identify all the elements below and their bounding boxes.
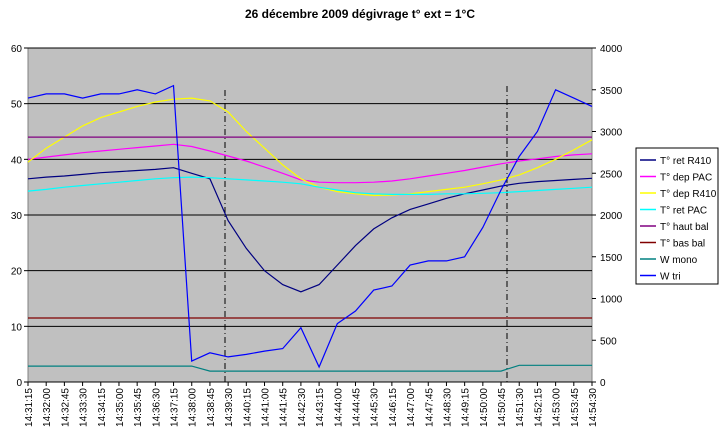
legend-label: T° ret R410 — [660, 156, 712, 167]
x-tick-label: 14:48:30 — [442, 388, 453, 427]
x-tick-label: 14:41:00 — [261, 388, 272, 427]
legend-label: T° ret PAC — [660, 206, 707, 217]
x-tick-label: 14:50:45 — [497, 388, 508, 427]
y2-tick-label: 3500 — [600, 86, 623, 97]
y2-tick-label: 500 — [600, 336, 617, 347]
x-tick-label: 14:52:15 — [533, 388, 544, 427]
legend — [635, 147, 719, 285]
y2-tick-label: 4000 — [600, 44, 623, 55]
y2-tick-label: 2000 — [600, 211, 623, 222]
series-line — [27, 84, 593, 369]
y2-tick-label: 1500 — [600, 253, 623, 264]
legend-label: T° dep PAC — [660, 173, 712, 184]
series-line — [27, 176, 593, 195]
y-tick-label: 50 — [11, 100, 23, 111]
x-tick-label: 14:35:00 — [115, 388, 126, 427]
x-tick-label: 14:31:15 — [24, 388, 35, 427]
legend-label: T° haut bal — [660, 222, 708, 233]
series-line — [27, 167, 593, 293]
y-tick-label: 0 — [16, 378, 22, 389]
x-tick-label: 14:45:30 — [370, 388, 381, 427]
series-line — [27, 143, 593, 184]
legend-label: T° dep R410 — [660, 189, 717, 200]
x-tick-label: 14:40:15 — [242, 388, 253, 427]
x-tick-label: 14:35:45 — [133, 388, 144, 427]
y2-tick-label: 3000 — [600, 128, 623, 139]
x-tick-label: 14:38:00 — [188, 388, 199, 427]
x-tick-label: 14:47:45 — [424, 388, 435, 427]
x-tick-label: 14:46:15 — [388, 388, 399, 427]
x-tick-label: 14:41:45 — [279, 388, 290, 427]
x-tick-label: 14:54:30 — [588, 388, 599, 427]
x-tick-label: 14:44:00 — [333, 388, 344, 427]
x-tick-label: 14:32:00 — [42, 388, 53, 427]
y-tick-label: 30 — [11, 211, 23, 222]
series-line — [27, 97, 593, 197]
x-tick-label: 14:43:15 — [315, 388, 326, 427]
legend-label: W mono — [660, 255, 698, 266]
x-tick-label: 14:36:30 — [151, 388, 162, 427]
y2-tick-label: 0 — [600, 378, 606, 389]
x-tick-label: 14:39:30 — [224, 388, 235, 427]
chart-title: 26 décembre 2009 dégivrage t° ext = 1°C — [245, 7, 475, 21]
y-tick-label: 10 — [11, 322, 23, 333]
series-line — [28, 364, 592, 372]
x-tick-label: 14:49:15 — [461, 388, 472, 427]
x-tick-label: 14:34:15 — [97, 388, 108, 427]
x-tick-label: 14:53:00 — [552, 388, 563, 427]
y2-tick-label: 1000 — [600, 295, 623, 306]
y-tick-label: 20 — [11, 267, 23, 278]
x-tick-label: 14:50:00 — [479, 388, 490, 427]
x-tick-label: 14:37:15 — [170, 388, 181, 427]
x-tick-label: 14:44:45 — [351, 388, 362, 427]
y-tick-label: 60 — [11, 44, 23, 55]
legend-label: T° bas bal — [660, 239, 705, 250]
x-tick-label: 14:42:30 — [297, 388, 308, 427]
x-tick-label: 14:53:45 — [570, 388, 581, 427]
x-tick-label: 14:38:45 — [206, 388, 217, 427]
y2-tick-label: 2500 — [600, 169, 623, 180]
x-tick-label: 14:33:30 — [79, 388, 90, 427]
x-tick-label: 14:32:45 — [60, 388, 71, 427]
legend-label: W tri — [660, 272, 681, 283]
x-tick-label: 14:51:30 — [515, 388, 526, 427]
x-tick-label: 14:47:00 — [406, 388, 417, 427]
y-tick-label: 40 — [11, 155, 23, 166]
